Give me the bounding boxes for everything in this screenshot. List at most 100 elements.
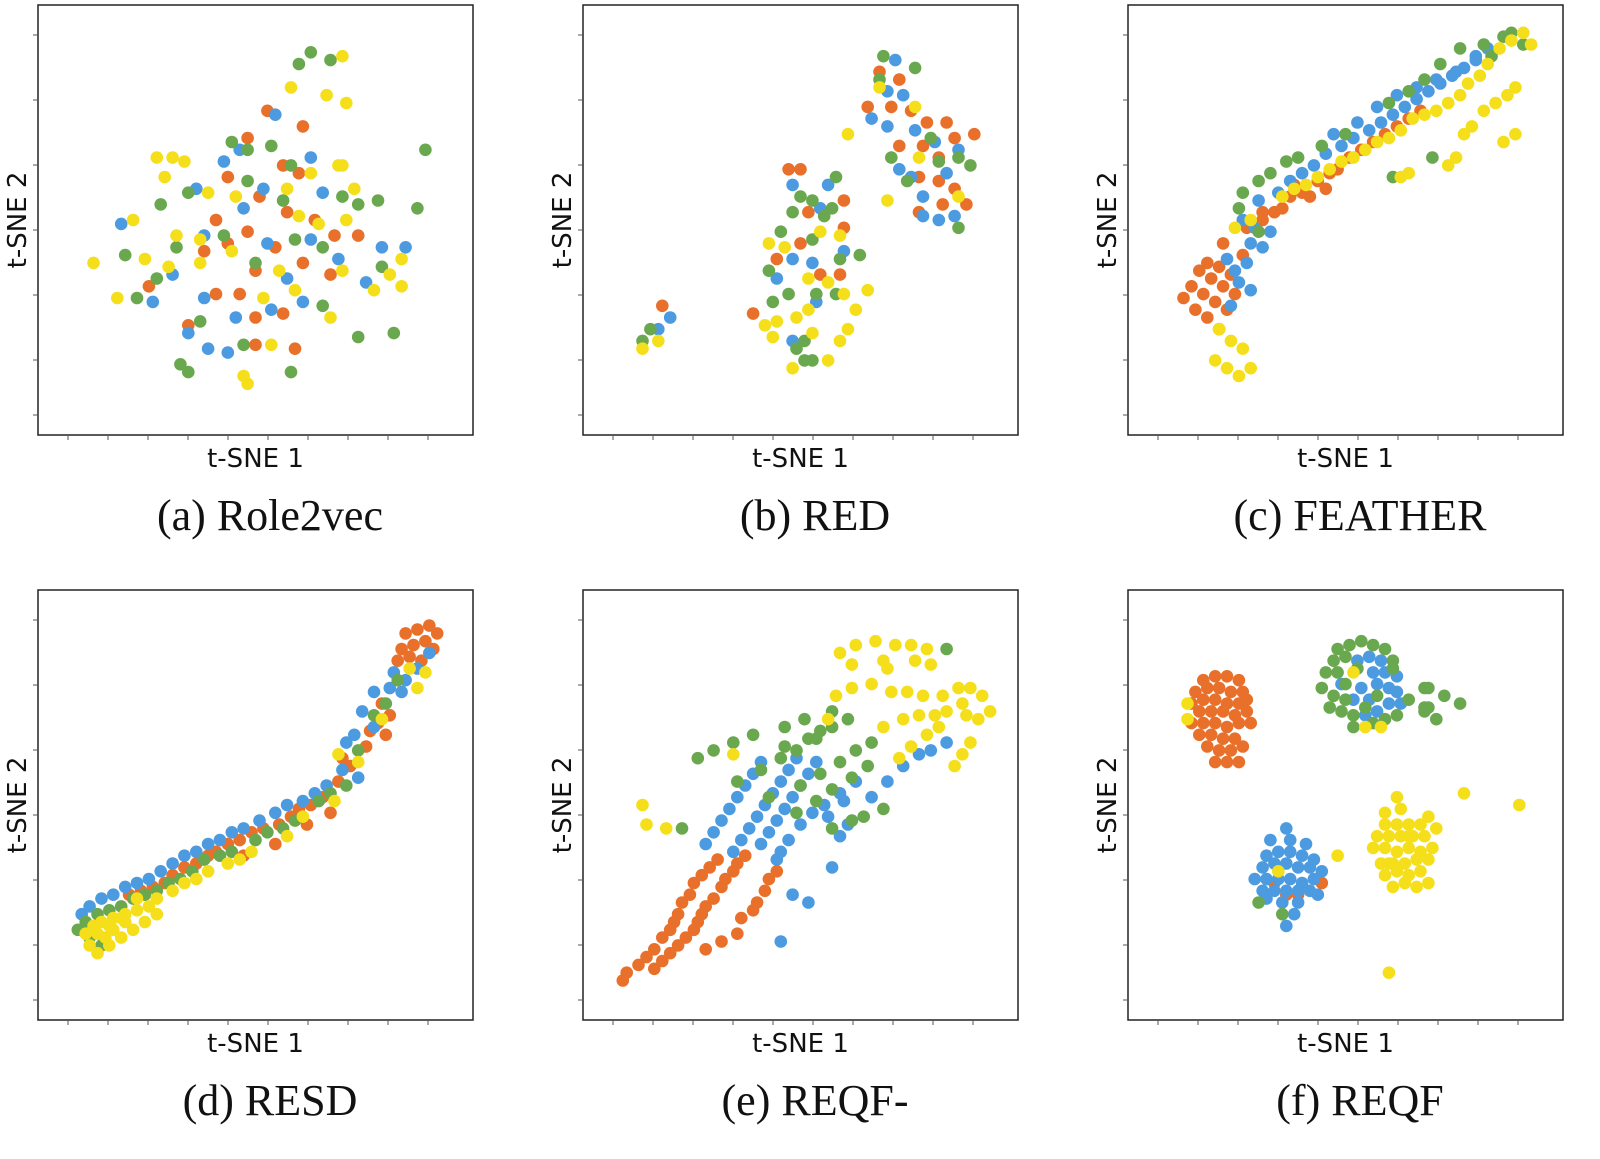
- data-point-blue: [182, 326, 195, 340]
- data-point-orange: [885, 100, 898, 114]
- data-point-yellow: [221, 857, 235, 870]
- data-point-blue: [1295, 166, 1309, 180]
- data-point-blue: [1244, 283, 1257, 297]
- y-axis-label: t-SNE 2: [1093, 172, 1123, 269]
- data-point-orange: [276, 307, 290, 320]
- data-point-yellow: [983, 705, 997, 718]
- data-point-yellow: [1366, 841, 1380, 855]
- data-point-yellow: [952, 681, 965, 695]
- data-point-orange: [802, 205, 815, 219]
- data-point-orange: [1240, 705, 1254, 718]
- data-point-orange: [861, 100, 874, 114]
- data-point-blue: [367, 685, 381, 699]
- data-point-blue: [1311, 888, 1325, 901]
- data-point-blue: [786, 888, 799, 901]
- data-point-blue: [1291, 861, 1305, 874]
- data-point-blue: [1291, 896, 1305, 909]
- data-point-blue: [1224, 299, 1238, 313]
- data-point-blue: [1291, 884, 1305, 898]
- data-point-yellow: [130, 904, 144, 917]
- data-point-orange: [699, 900, 712, 913]
- data-point-orange: [403, 650, 416, 664]
- data-point-yellow: [1276, 190, 1289, 203]
- data-point-green: [790, 342, 803, 356]
- data-point-blue: [1244, 237, 1257, 250]
- data-point-blue: [1232, 276, 1246, 289]
- data-point-orange: [782, 163, 795, 176]
- data-point-yellow: [201, 865, 215, 878]
- series-yellow: [636, 81, 965, 375]
- data-point-orange: [687, 876, 701, 890]
- data-point-green: [1331, 666, 1344, 679]
- data-point-blue: [1264, 833, 1277, 847]
- data-point-blue: [821, 178, 835, 192]
- data-point-blue: [786, 252, 799, 266]
- data-point-yellow: [1430, 822, 1443, 835]
- data-point-yellow: [758, 319, 772, 332]
- data-point-orange: [241, 131, 254, 145]
- data-point-blue: [774, 935, 788, 948]
- data-point-orange: [675, 896, 689, 909]
- data-point-yellow: [975, 689, 989, 703]
- data-point-orange: [399, 627, 412, 640]
- data-point-green: [1438, 689, 1451, 703]
- data-point-blue: [375, 241, 389, 254]
- data-point-green: [1386, 662, 1400, 675]
- data-point-yellow: [1370, 829, 1384, 843]
- data-point-blue: [786, 178, 799, 192]
- data-point-yellow: [1311, 170, 1325, 184]
- data-point-yellow: [873, 81, 886, 94]
- data-point-yellow: [257, 291, 270, 305]
- data-point-blue: [1240, 256, 1254, 270]
- data-point-yellow: [1524, 38, 1538, 51]
- data-point-green: [193, 315, 207, 328]
- data-point-blue: [336, 763, 349, 777]
- data-point-yellow: [1398, 857, 1412, 870]
- data-point-yellow: [659, 822, 673, 835]
- data-point-orange: [770, 865, 784, 878]
- data-point-blue: [810, 755, 823, 769]
- data-point-orange: [395, 642, 408, 656]
- data-point-blue: [1382, 697, 1396, 710]
- data-point-green: [1315, 139, 1329, 153]
- data-point-yellow: [636, 798, 649, 812]
- data-point-yellow: [1220, 361, 1234, 375]
- data-point-green: [802, 732, 815, 745]
- data-point-yellow: [324, 311, 337, 324]
- data-point-blue: [1362, 124, 1376, 137]
- data-point-green: [1343, 638, 1356, 652]
- data-point-yellow: [292, 209, 306, 223]
- data-point-orange: [1185, 280, 1198, 293]
- data-point-yellow: [1224, 334, 1238, 348]
- data-point-green: [877, 802, 890, 816]
- data-point-green: [249, 256, 262, 270]
- data-point-blue: [948, 209, 961, 223]
- data-point-yellow: [806, 326, 819, 340]
- data-point-green: [241, 174, 254, 188]
- data-point-green: [1331, 642, 1344, 656]
- data-point-blue: [1220, 252, 1234, 266]
- data-point-green: [197, 853, 211, 866]
- data-point-yellow: [1457, 127, 1471, 141]
- data-point-yellow: [1331, 849, 1344, 862]
- data-point-yellow: [233, 853, 246, 866]
- data-point-green: [1390, 709, 1404, 722]
- data-point-green: [1264, 166, 1277, 180]
- data-point-orange: [1201, 740, 1214, 753]
- data-point-yellow: [1517, 26, 1530, 40]
- data-point-blue: [1366, 666, 1380, 679]
- data-point-green: [675, 822, 689, 835]
- data-point-yellow: [849, 303, 863, 317]
- data-point-blue: [395, 685, 408, 699]
- data-point-yellow: [1509, 81, 1522, 94]
- data-point-yellow: [1406, 829, 1419, 843]
- data-point-yellow: [1244, 213, 1257, 227]
- data-point-blue: [217, 155, 231, 168]
- data-point-blue: [423, 646, 436, 660]
- data-point-green: [778, 720, 791, 734]
- data-point-blue: [786, 790, 799, 804]
- data-point-blue: [332, 252, 345, 266]
- data-point-yellow: [821, 712, 835, 726]
- data-point-yellow: [1406, 112, 1419, 125]
- data-point-blue: [178, 849, 191, 862]
